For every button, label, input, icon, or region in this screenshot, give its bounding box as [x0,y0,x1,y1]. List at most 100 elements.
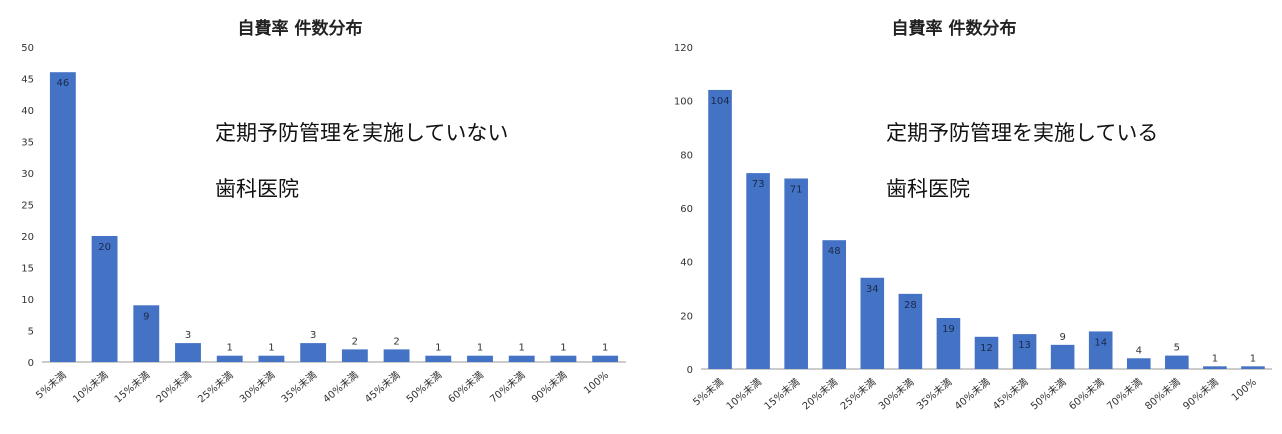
left-x-tick-label: 5%未満 [34,369,69,401]
left-y-tick-label: 30 [21,169,34,180]
left-y-tick-label: 15 [21,264,34,275]
left-y-tick-label: 35 [21,138,34,149]
left-data-label: 9 [143,311,149,322]
right-y-tick-label: 60 [680,204,693,215]
right-y-tick-label: 0 [687,365,693,376]
left-x-tick-label: 70%未満 [488,369,528,405]
left-bar-3 [133,305,160,362]
right-bar-15 [1241,366,1265,369]
right-x-tick-label: 5%未満 [691,376,726,408]
left-chart-title: 自費率 件数分布 [238,18,363,39]
left-bar-11 [467,355,493,362]
left-y-tick-label: 45 [21,75,34,86]
chart-right-svg: 自費率 件数分布 0 20 40 60 80 100 120 104 5%未満 73 10%未満 71 1… [674,18,1272,412]
left-bar-2 [91,236,118,362]
chart-right: 自費率 件数分布 0 20 40 60 80 100 120 104 5%未満 73 10%未満 71 1… [641,0,1282,434]
chart-left: 自費率 件数分布 0 5 10 15 20 25 30 35 40 45 50 46 5%未満 20 10%未… [0,0,640,434]
left-bar-13 [550,355,577,362]
left-bar-6 [258,355,285,362]
right-y-tick-label: 120 [674,43,693,54]
left-bar-14 [592,355,619,362]
left-bar-5 [216,355,243,362]
left-y-tick-label: 5 [28,327,34,338]
left-chart-content: 自費率 件数分布 0 5 10 15 20 25 30 35 40 45 50 46 5%未満 20 10%未… [21,18,626,405]
left-data-label: 1 [227,343,233,354]
right-bar-14 [1203,366,1227,369]
left-x-tick-label: 30%未満 [237,369,277,405]
right-chart-title: 自費率 件数分布 [892,18,1017,39]
left-x-tick-label: 35%未満 [279,369,319,405]
right-data-label: 1 [1250,353,1256,364]
right-bar-8 [974,336,999,369]
right-x-tick-label: 25%未満 [838,376,878,412]
right-bar-7 [936,318,961,369]
left-x-tick-label: 10%未満 [70,369,110,405]
right-data-label: 48 [828,246,841,257]
left-x-tick-label: 50%未満 [404,369,444,405]
left-data-label: 1 [602,343,608,354]
left-x-tick-label: 20%未満 [154,369,194,405]
left-y-tick-label: 20 [21,232,34,243]
right-x-tick-label: 40%未満 [952,376,992,412]
left-y-tick-label: 40 [21,106,34,117]
right-data-label: 5 [1174,343,1180,354]
right-data-label: 19 [942,324,955,335]
left-y-tick-label: 0 [28,358,34,369]
right-data-label: 13 [1018,340,1031,351]
right-y-tick-label: 40 [680,258,693,269]
left-data-label: 1 [519,343,525,354]
right-bar-13 [1165,355,1189,369]
right-data-label: 104 [710,96,729,107]
right-x-tick-label: 90%未満 [1181,376,1221,412]
left-data-label: 1 [435,343,441,354]
left-x-tick-label: 60%未満 [446,369,486,405]
right-data-label: 4 [1136,345,1142,356]
right-bar-4 [822,240,847,369]
left-x-tick-label: 15%未満 [112,369,152,405]
right-x-tick-label: 60%未満 [1067,376,1107,412]
right-data-label: 34 [866,284,879,295]
left-x-tick-label: 25%未満 [196,369,236,405]
right-x-tick-label: 70%未満 [1105,376,1145,412]
right-bar-1 [708,89,732,369]
left-bar-7 [300,343,327,362]
left-data-label: 1 [560,343,566,354]
left-y-tick-label: 10 [21,295,34,306]
left-data-label: 3 [185,330,191,341]
right-x-tick-label: 45%未満 [990,376,1030,412]
right-x-tick-label: 10%未満 [724,376,764,412]
left-data-label: 46 [56,78,69,89]
right-y-tick-label: 20 [680,311,693,322]
right-data-label: 71 [790,184,803,195]
left-bar-1 [49,72,76,362]
right-bar-2 [746,173,770,369]
left-data-label: 1 [268,343,274,354]
left-bar-8 [341,349,368,362]
right-x-tick-label: 15%未満 [762,376,802,412]
right-y-tick-label: 100 [674,97,693,108]
right-bar-9 [1012,334,1037,369]
right-bar-11 [1088,331,1113,369]
left-data-label: 3 [310,330,316,341]
right-annotation-line-1: 定期予防管理を実施している [886,121,1158,145]
right-bar-10 [1050,344,1075,369]
right-bar-3 [784,178,808,369]
left-y-tick-label: 25 [21,201,34,212]
right-data-label: 9 [1059,332,1065,343]
right-x-tick-label: 100% [1230,377,1259,404]
left-bar-10 [425,355,452,362]
right-x-tick-label: 80%未満 [1143,376,1183,412]
left-bar-4 [175,343,201,362]
right-bar-5 [860,277,885,369]
left-x-tick-label: 90%未満 [529,369,569,405]
left-bar-12 [508,355,535,362]
left-data-label: 2 [393,336,399,347]
right-x-tick-label: 35%未満 [914,376,954,412]
right-annotation-line-2: 歯科医院 [886,177,970,201]
left-annotation-line-2: 歯科医院 [215,177,299,201]
left-x-tick-label: 40%未満 [321,369,361,405]
left-data-label: 1 [477,343,483,354]
left-x-tick-label: 100% [582,370,611,397]
chart-left-svg: 自費率 件数分布 0 5 10 15 20 25 30 35 40 45 50 46 5%未満 20 10%未… [21,18,626,405]
left-bar-9 [383,349,410,362]
